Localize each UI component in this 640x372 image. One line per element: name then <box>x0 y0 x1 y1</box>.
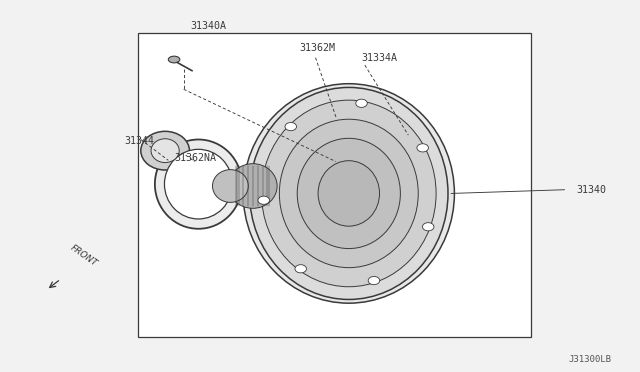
Ellipse shape <box>262 100 436 287</box>
Ellipse shape <box>243 84 454 303</box>
Ellipse shape <box>295 265 307 273</box>
Text: FRONT: FRONT <box>68 244 99 269</box>
Ellipse shape <box>258 196 269 204</box>
Text: 31340: 31340 <box>576 185 606 195</box>
Text: 31362NA: 31362NA <box>174 153 216 163</box>
Ellipse shape <box>164 149 232 219</box>
Ellipse shape <box>318 161 380 226</box>
Text: 31362M: 31362M <box>300 44 335 53</box>
Ellipse shape <box>141 131 189 170</box>
Text: 31340A: 31340A <box>191 21 227 31</box>
Ellipse shape <box>422 223 434 231</box>
Ellipse shape <box>151 139 179 163</box>
Ellipse shape <box>168 56 180 63</box>
Ellipse shape <box>356 99 367 108</box>
Ellipse shape <box>228 164 277 208</box>
Ellipse shape <box>368 276 380 285</box>
Ellipse shape <box>417 144 428 152</box>
Text: 31344: 31344 <box>125 137 155 146</box>
Text: J31300LB: J31300LB <box>568 355 611 364</box>
Text: 31334A: 31334A <box>362 53 397 62</box>
FancyBboxPatch shape <box>138 33 531 337</box>
Ellipse shape <box>285 122 296 131</box>
Ellipse shape <box>250 87 448 299</box>
Ellipse shape <box>155 140 242 229</box>
Ellipse shape <box>212 170 248 202</box>
Ellipse shape <box>297 138 401 248</box>
Ellipse shape <box>280 119 419 268</box>
